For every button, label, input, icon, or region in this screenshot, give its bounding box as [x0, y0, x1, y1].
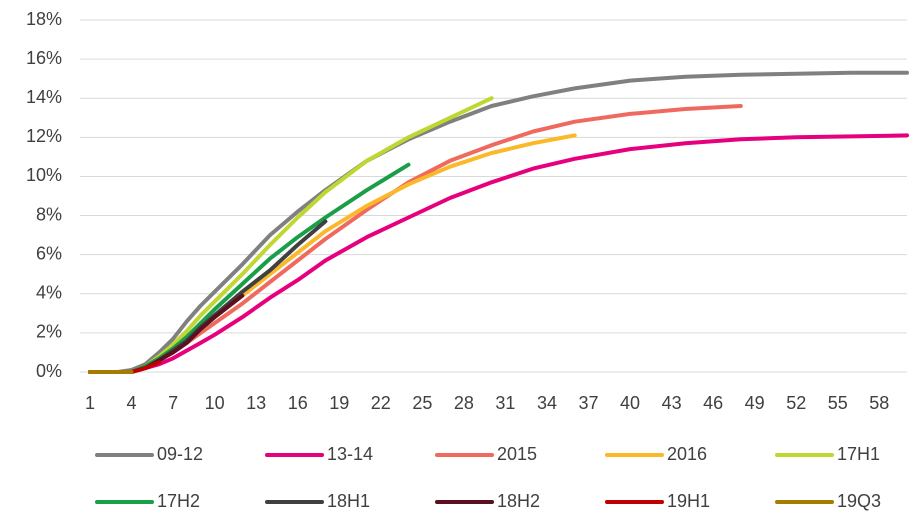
x-tick-label: 43: [662, 393, 682, 413]
legend-label: 19H1: [667, 491, 710, 511]
x-tick-label: 55: [828, 393, 848, 413]
x-tick-label: 13: [246, 393, 266, 413]
series-line: [88, 70, 909, 374]
x-tick-label: 4: [127, 393, 137, 413]
y-tick-label: 16%: [26, 48, 62, 68]
x-tick-label: 40: [620, 393, 640, 413]
x-tick-label: 16: [288, 393, 308, 413]
x-tick-label: 31: [495, 393, 515, 413]
y-tick-label: 2%: [36, 322, 62, 342]
legend-label: 19Q3: [837, 491, 881, 511]
series-line: [88, 96, 494, 374]
x-tick-label: 1: [85, 393, 95, 413]
y-tick-label: 8%: [36, 204, 62, 224]
x-tick-label: 7: [168, 393, 178, 413]
legend-label: 18H1: [327, 491, 370, 511]
y-tick-label: 14%: [26, 87, 62, 107]
y-tick-label: 10%: [26, 165, 62, 185]
x-tick-label: 19: [329, 393, 349, 413]
x-tick-label: 46: [703, 393, 723, 413]
legend-label: 18H2: [497, 491, 540, 511]
legend-label: 17H2: [157, 491, 200, 511]
legend-label: 17H1: [837, 444, 880, 464]
x-tick-label: 52: [786, 393, 806, 413]
legend-label: 09-12: [157, 444, 203, 464]
x-tick-label: 22: [371, 393, 391, 413]
x-tick-label: 25: [412, 393, 432, 413]
x-tick-label: 28: [454, 393, 474, 413]
legend-label: 2016: [667, 444, 707, 464]
series-line: [88, 133, 909, 374]
y-tick-label: 18%: [26, 9, 62, 29]
legend-label: 2015: [497, 444, 537, 464]
y-tick-label: 6%: [36, 243, 62, 263]
legend-label: 13-14: [327, 444, 373, 464]
x-tick-label: 37: [578, 393, 598, 413]
x-tick-label: 49: [745, 393, 765, 413]
y-tick-label: 12%: [26, 126, 62, 146]
x-tick-label: 10: [205, 393, 225, 413]
series-line: [88, 133, 577, 374]
y-tick-label: 4%: [36, 283, 62, 303]
y-tick-label: 0%: [36, 361, 62, 381]
x-tick-label: 34: [537, 393, 557, 413]
x-tick-label: 58: [869, 393, 889, 413]
